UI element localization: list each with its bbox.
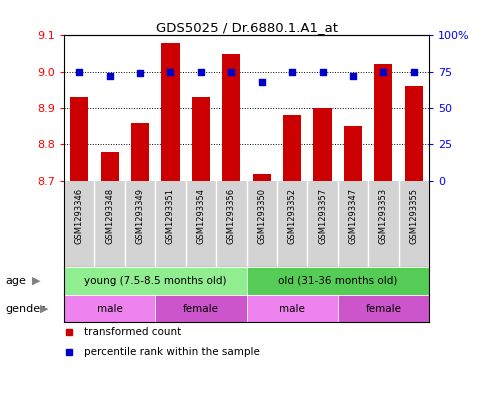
Bar <box>314 108 332 181</box>
Bar <box>283 115 301 181</box>
Text: GSM1293349: GSM1293349 <box>136 188 144 244</box>
Point <box>288 68 296 75</box>
Text: GSM1293347: GSM1293347 <box>349 188 357 244</box>
Point <box>258 79 266 85</box>
Text: percentile rank within the sample: percentile rank within the sample <box>84 347 260 357</box>
Point <box>197 68 205 75</box>
Bar <box>64 267 246 295</box>
Bar <box>246 295 338 322</box>
Text: GSM1293351: GSM1293351 <box>166 188 175 244</box>
Text: GSM1293354: GSM1293354 <box>196 188 206 244</box>
Bar <box>405 86 423 181</box>
Text: gender: gender <box>5 303 45 314</box>
Bar <box>338 295 429 322</box>
Bar <box>131 123 149 181</box>
Point <box>75 68 83 75</box>
Text: GSM1293350: GSM1293350 <box>257 188 266 244</box>
Bar <box>64 295 155 322</box>
Text: male: male <box>97 303 123 314</box>
Text: transformed count: transformed count <box>84 327 181 337</box>
Text: female: female <box>365 303 401 314</box>
Text: female: female <box>183 303 219 314</box>
Bar <box>155 295 246 322</box>
Text: GSM1293356: GSM1293356 <box>227 188 236 244</box>
Point <box>349 73 357 79</box>
Point <box>227 68 235 75</box>
Bar <box>374 64 392 181</box>
Text: GSM1293355: GSM1293355 <box>409 188 418 244</box>
Bar <box>192 97 210 181</box>
Text: GSM1293357: GSM1293357 <box>318 188 327 244</box>
Text: GSM1293348: GSM1293348 <box>105 188 114 244</box>
Bar <box>70 97 88 181</box>
Point <box>380 68 387 75</box>
Bar <box>222 53 241 181</box>
Point <box>318 68 326 75</box>
Title: GDS5025 / Dr.6880.1.A1_at: GDS5025 / Dr.6880.1.A1_at <box>155 21 338 34</box>
Bar <box>344 126 362 181</box>
Text: age: age <box>5 276 26 286</box>
Bar <box>252 173 271 181</box>
Bar <box>246 267 429 295</box>
Text: ▶: ▶ <box>40 303 49 314</box>
Text: young (7.5-8.5 months old): young (7.5-8.5 months old) <box>84 276 227 286</box>
Text: GSM1293346: GSM1293346 <box>75 188 84 244</box>
Bar <box>161 42 179 181</box>
Bar <box>101 152 119 181</box>
Point <box>410 68 418 75</box>
Point <box>136 70 144 76</box>
Text: GSM1293352: GSM1293352 <box>287 188 297 244</box>
Point <box>106 73 113 79</box>
Text: old (31-36 months old): old (31-36 months old) <box>278 276 397 286</box>
Text: ▶: ▶ <box>32 276 40 286</box>
Text: GSM1293353: GSM1293353 <box>379 188 388 244</box>
Point <box>167 68 175 75</box>
Text: male: male <box>279 303 305 314</box>
